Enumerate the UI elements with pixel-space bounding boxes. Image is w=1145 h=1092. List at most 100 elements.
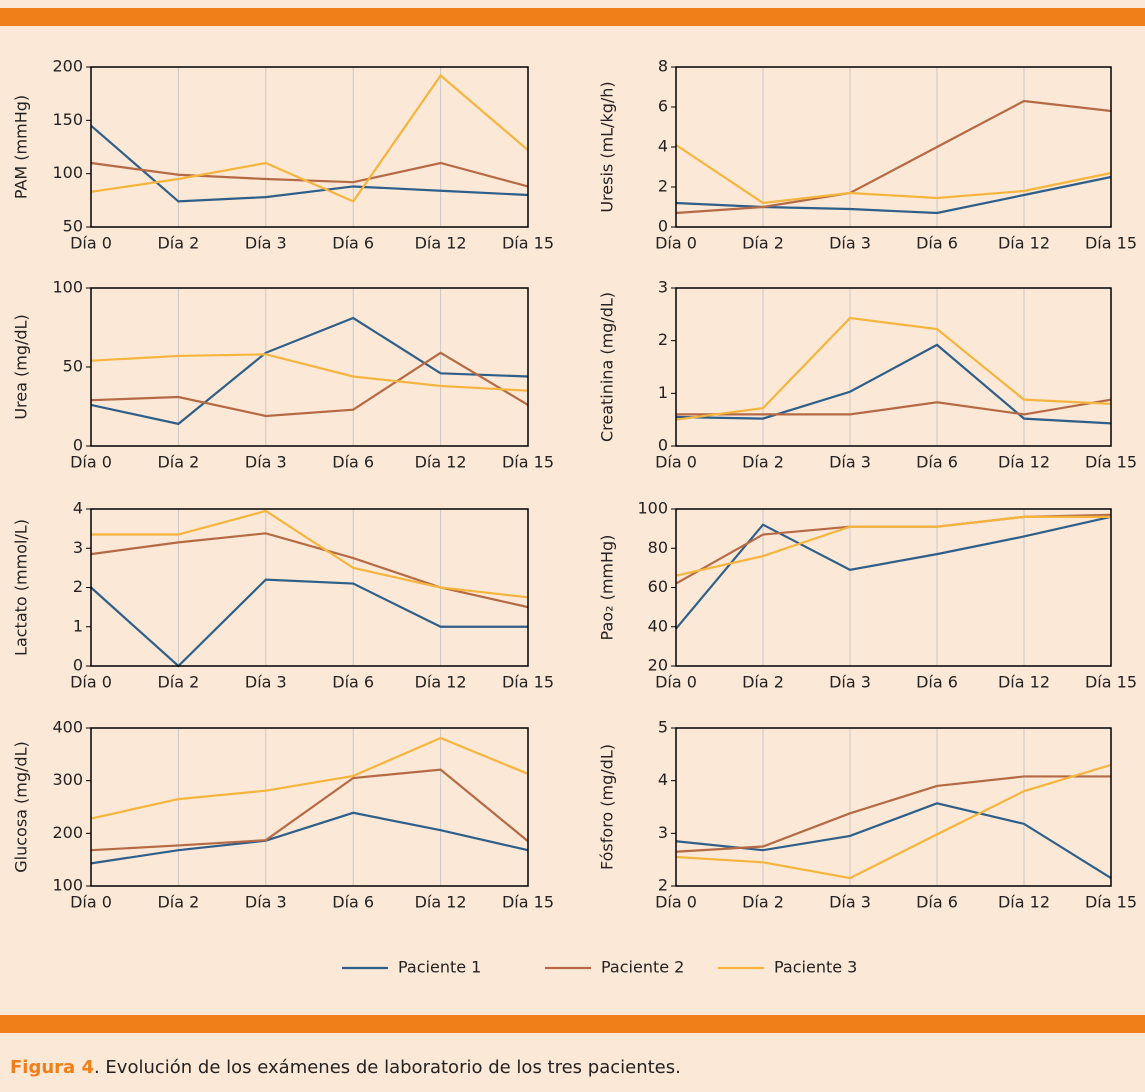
y-tick-label: 50 — [63, 217, 83, 236]
x-tick-label: Día 6 — [332, 673, 374, 692]
y-tick-label: 4 — [658, 770, 668, 789]
x-tick-label: Día 2 — [157, 453, 199, 472]
x-tick-label: Día 15 — [502, 893, 554, 912]
y-tick-label: 0 — [73, 436, 83, 455]
y-axis-label: Creatinina (mg/dL) — [598, 292, 617, 442]
y-tick-label: 8 — [658, 57, 668, 76]
y-tick-label: 1 — [73, 616, 83, 635]
series-line: Paciente 1 — [675, 802, 1112, 880]
y-tick-label: 100 — [52, 163, 83, 182]
caption: Figura 4. Evolución de los exámenes de l… — [10, 1057, 681, 1078]
series-line: Paciente 1 — [90, 811, 529, 865]
x-tick-label: Día 12 — [415, 673, 467, 692]
y-axis-label: Pao₂ (mmHg) — [598, 535, 617, 641]
x-tick-label: Día 3 — [829, 673, 871, 692]
y-tick-label: 20 — [648, 656, 668, 675]
y-axis-label: PAM (mmHg) — [12, 95, 31, 199]
y-tick-label: 100 — [52, 876, 83, 895]
series-line: Paciente 3 — [675, 144, 1112, 205]
x-tick-label: Día 15 — [1085, 893, 1137, 912]
plot-frame — [675, 508, 1112, 667]
y-tick-label: 3 — [658, 823, 668, 842]
x-tick-label: Día 15 — [1085, 673, 1137, 692]
y-tick-label: 5 — [658, 718, 668, 737]
y-axis-label: Lactato (mmol/L) — [12, 519, 31, 656]
x-tick-label: Día 3 — [829, 453, 871, 472]
x-tick-label: Día 0 — [655, 673, 697, 692]
y-tick-label: 0 — [658, 217, 668, 236]
y-tick-label: 1 — [658, 383, 668, 402]
series-line: Paciente 2 — [675, 775, 1111, 853]
y-tick-label: 0 — [73, 656, 83, 675]
x-tick-label: Día 15 — [502, 234, 554, 253]
x-tick-label: Día 6 — [332, 453, 374, 472]
series-line: Paciente 2 — [676, 398, 1112, 416]
x-tick-label: Día 12 — [998, 893, 1050, 912]
y-tick-label: 100 — [637, 499, 668, 518]
x-tick-label: Día 6 — [916, 453, 958, 472]
y-tick-label: 3 — [658, 278, 668, 297]
legend-label: Paciente 3 — [774, 958, 857, 977]
x-tick-label: Día 12 — [998, 453, 1050, 472]
series-line: Paciente 2 — [90, 161, 529, 188]
legend-label: Paciente 2 — [601, 958, 684, 977]
series-line: Paciente 2 — [675, 99, 1112, 215]
x-tick-label: Día 3 — [245, 453, 287, 472]
y-tick-label: 4 — [73, 499, 83, 518]
x-tick-label: Día 0 — [70, 673, 112, 692]
y-tick-label: 3 — [73, 538, 83, 557]
series-line: Paciente 1 — [90, 578, 528, 668]
series-line: Paciente 3 — [675, 316, 1112, 421]
x-tick-label: Día 2 — [742, 234, 784, 253]
y-tick-label: 2 — [658, 876, 668, 895]
x-tick-label: Día 0 — [655, 453, 697, 472]
x-tick-label: Día 2 — [157, 234, 199, 253]
x-tick-label: Día 6 — [916, 673, 958, 692]
y-axis-label: Uresis (mL/kg/h) — [598, 81, 617, 212]
x-tick-label: Día 15 — [502, 453, 554, 472]
x-tick-label: Día 0 — [70, 234, 112, 253]
y-tick-label: 200 — [52, 823, 83, 842]
x-tick-label: Día 0 — [70, 453, 112, 472]
caption-label: Figura 4 — [10, 1057, 94, 1078]
x-tick-label: Día 15 — [1085, 234, 1137, 253]
y-tick-label: 150 — [52, 110, 83, 129]
y-tick-label: 300 — [52, 770, 83, 789]
x-tick-label: Día 6 — [916, 234, 958, 253]
plot-frame — [90, 287, 529, 447]
plot-frame — [90, 66, 529, 228]
x-tick-label: Día 0 — [655, 893, 697, 912]
x-tick-label: Día 12 — [998, 673, 1050, 692]
x-tick-label: Día 15 — [502, 673, 554, 692]
x-tick-label: Día 2 — [742, 673, 784, 692]
y-tick-label: 4 — [658, 137, 668, 156]
y-tick-label: 200 — [52, 57, 83, 76]
series-line: Paciente 2 — [90, 351, 529, 418]
series-line: Paciente 3 — [91, 509, 529, 599]
series-line: Paciente 1 — [90, 124, 529, 203]
y-tick-label: 2 — [658, 177, 668, 196]
y-tick-label: 6 — [658, 97, 668, 116]
x-tick-label: Día 2 — [742, 893, 784, 912]
y-tick-label: 100 — [52, 278, 83, 297]
x-tick-label: Día 2 — [742, 453, 784, 472]
y-axis-label: Glucosa (mg/dL) — [12, 741, 31, 872]
series-line: Paciente 1 — [675, 175, 1112, 215]
y-tick-label: 2 — [658, 330, 668, 349]
y-tick-label: 60 — [648, 577, 668, 596]
x-tick-label: Día 3 — [245, 893, 287, 912]
plot-frame — [90, 727, 529, 887]
bottom-bar — [0, 1015, 1145, 1033]
caption-text: . Evolución de los exámenes de laborator… — [94, 1057, 681, 1078]
x-tick-label: Día 6 — [916, 893, 958, 912]
series-line: Paciente 3 — [675, 515, 1111, 577]
series-line: Paciente 1 — [675, 343, 1112, 425]
x-tick-label: Día 2 — [157, 673, 199, 692]
x-tick-label: Día 3 — [829, 893, 871, 912]
series-line: Paciente 1 — [90, 316, 529, 426]
x-tick-label: Día 3 — [245, 673, 287, 692]
y-tick-label: 80 — [648, 538, 668, 557]
y-tick-label: 50 — [63, 357, 83, 376]
x-tick-label: Día 15 — [1085, 453, 1137, 472]
